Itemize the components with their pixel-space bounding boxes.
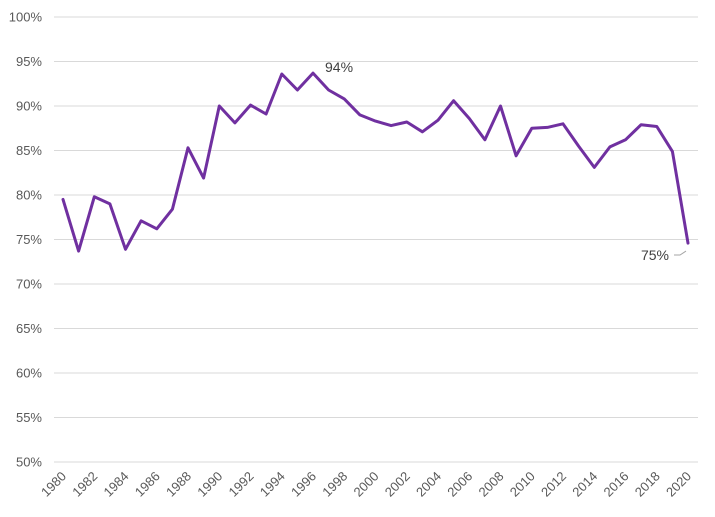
x-tick-label: 2008 (476, 469, 507, 500)
y-tick-label: 85% (16, 143, 42, 158)
annotation-end: 75% (641, 247, 669, 263)
x-tick-label: 1988 (163, 469, 194, 500)
x-tick-label: 2018 (632, 469, 663, 500)
y-tick-label: 70% (16, 277, 42, 292)
x-tick-label: 1990 (194, 469, 225, 500)
series-layer (61, 71, 690, 253)
y-tick-label: 100% (9, 10, 43, 25)
x-axis-ticks: 1980 1982 1984 1986 1988 1990 1992 1994 1996 1998… (38, 469, 694, 500)
y-tick-label: 80% (16, 188, 42, 203)
x-tick-label: 1980 (38, 469, 69, 500)
x-tick-label: 2006 (444, 469, 475, 500)
series-line-0 (61, 71, 690, 253)
x-tick-label: 2010 (507, 469, 538, 500)
x-tick-label: 2016 (601, 469, 632, 500)
annotation-leader-line (674, 250, 687, 256)
y-tick-label: 90% (16, 99, 42, 114)
x-tick-label: 2002 (382, 469, 413, 500)
gridlines (54, 16, 698, 463)
annotations: 94% 75% (325, 59, 687, 263)
y-tick-label: 50% (16, 455, 42, 470)
x-tick-label: 2004 (413, 469, 444, 500)
y-tick-label: 95% (16, 54, 42, 69)
x-tick-label: 1994 (257, 469, 288, 500)
x-tick-label: 1986 (132, 469, 163, 500)
x-tick-label: 2014 (569, 469, 600, 500)
x-tick-label: 1992 (226, 469, 257, 500)
x-tick-label: 2020 (663, 469, 694, 500)
x-tick-label: 1996 (288, 469, 319, 500)
y-tick-label: 65% (16, 321, 42, 336)
y-tick-label: 55% (16, 410, 42, 425)
x-tick-label: 2000 (351, 469, 382, 500)
y-tick-label: 75% (16, 232, 42, 247)
x-tick-label: 2012 (538, 469, 569, 500)
x-tick-label: 1998 (319, 469, 350, 500)
x-tick-label: 1982 (69, 469, 100, 500)
annotation-peak: 94% (325, 59, 353, 75)
y-axis-ticks: 50% 55% 60% 65% 70% 75% 80% 85% 90% 95% 100% (9, 10, 43, 470)
y-tick-label: 60% (16, 366, 42, 381)
x-tick-label: 1984 (101, 469, 132, 500)
